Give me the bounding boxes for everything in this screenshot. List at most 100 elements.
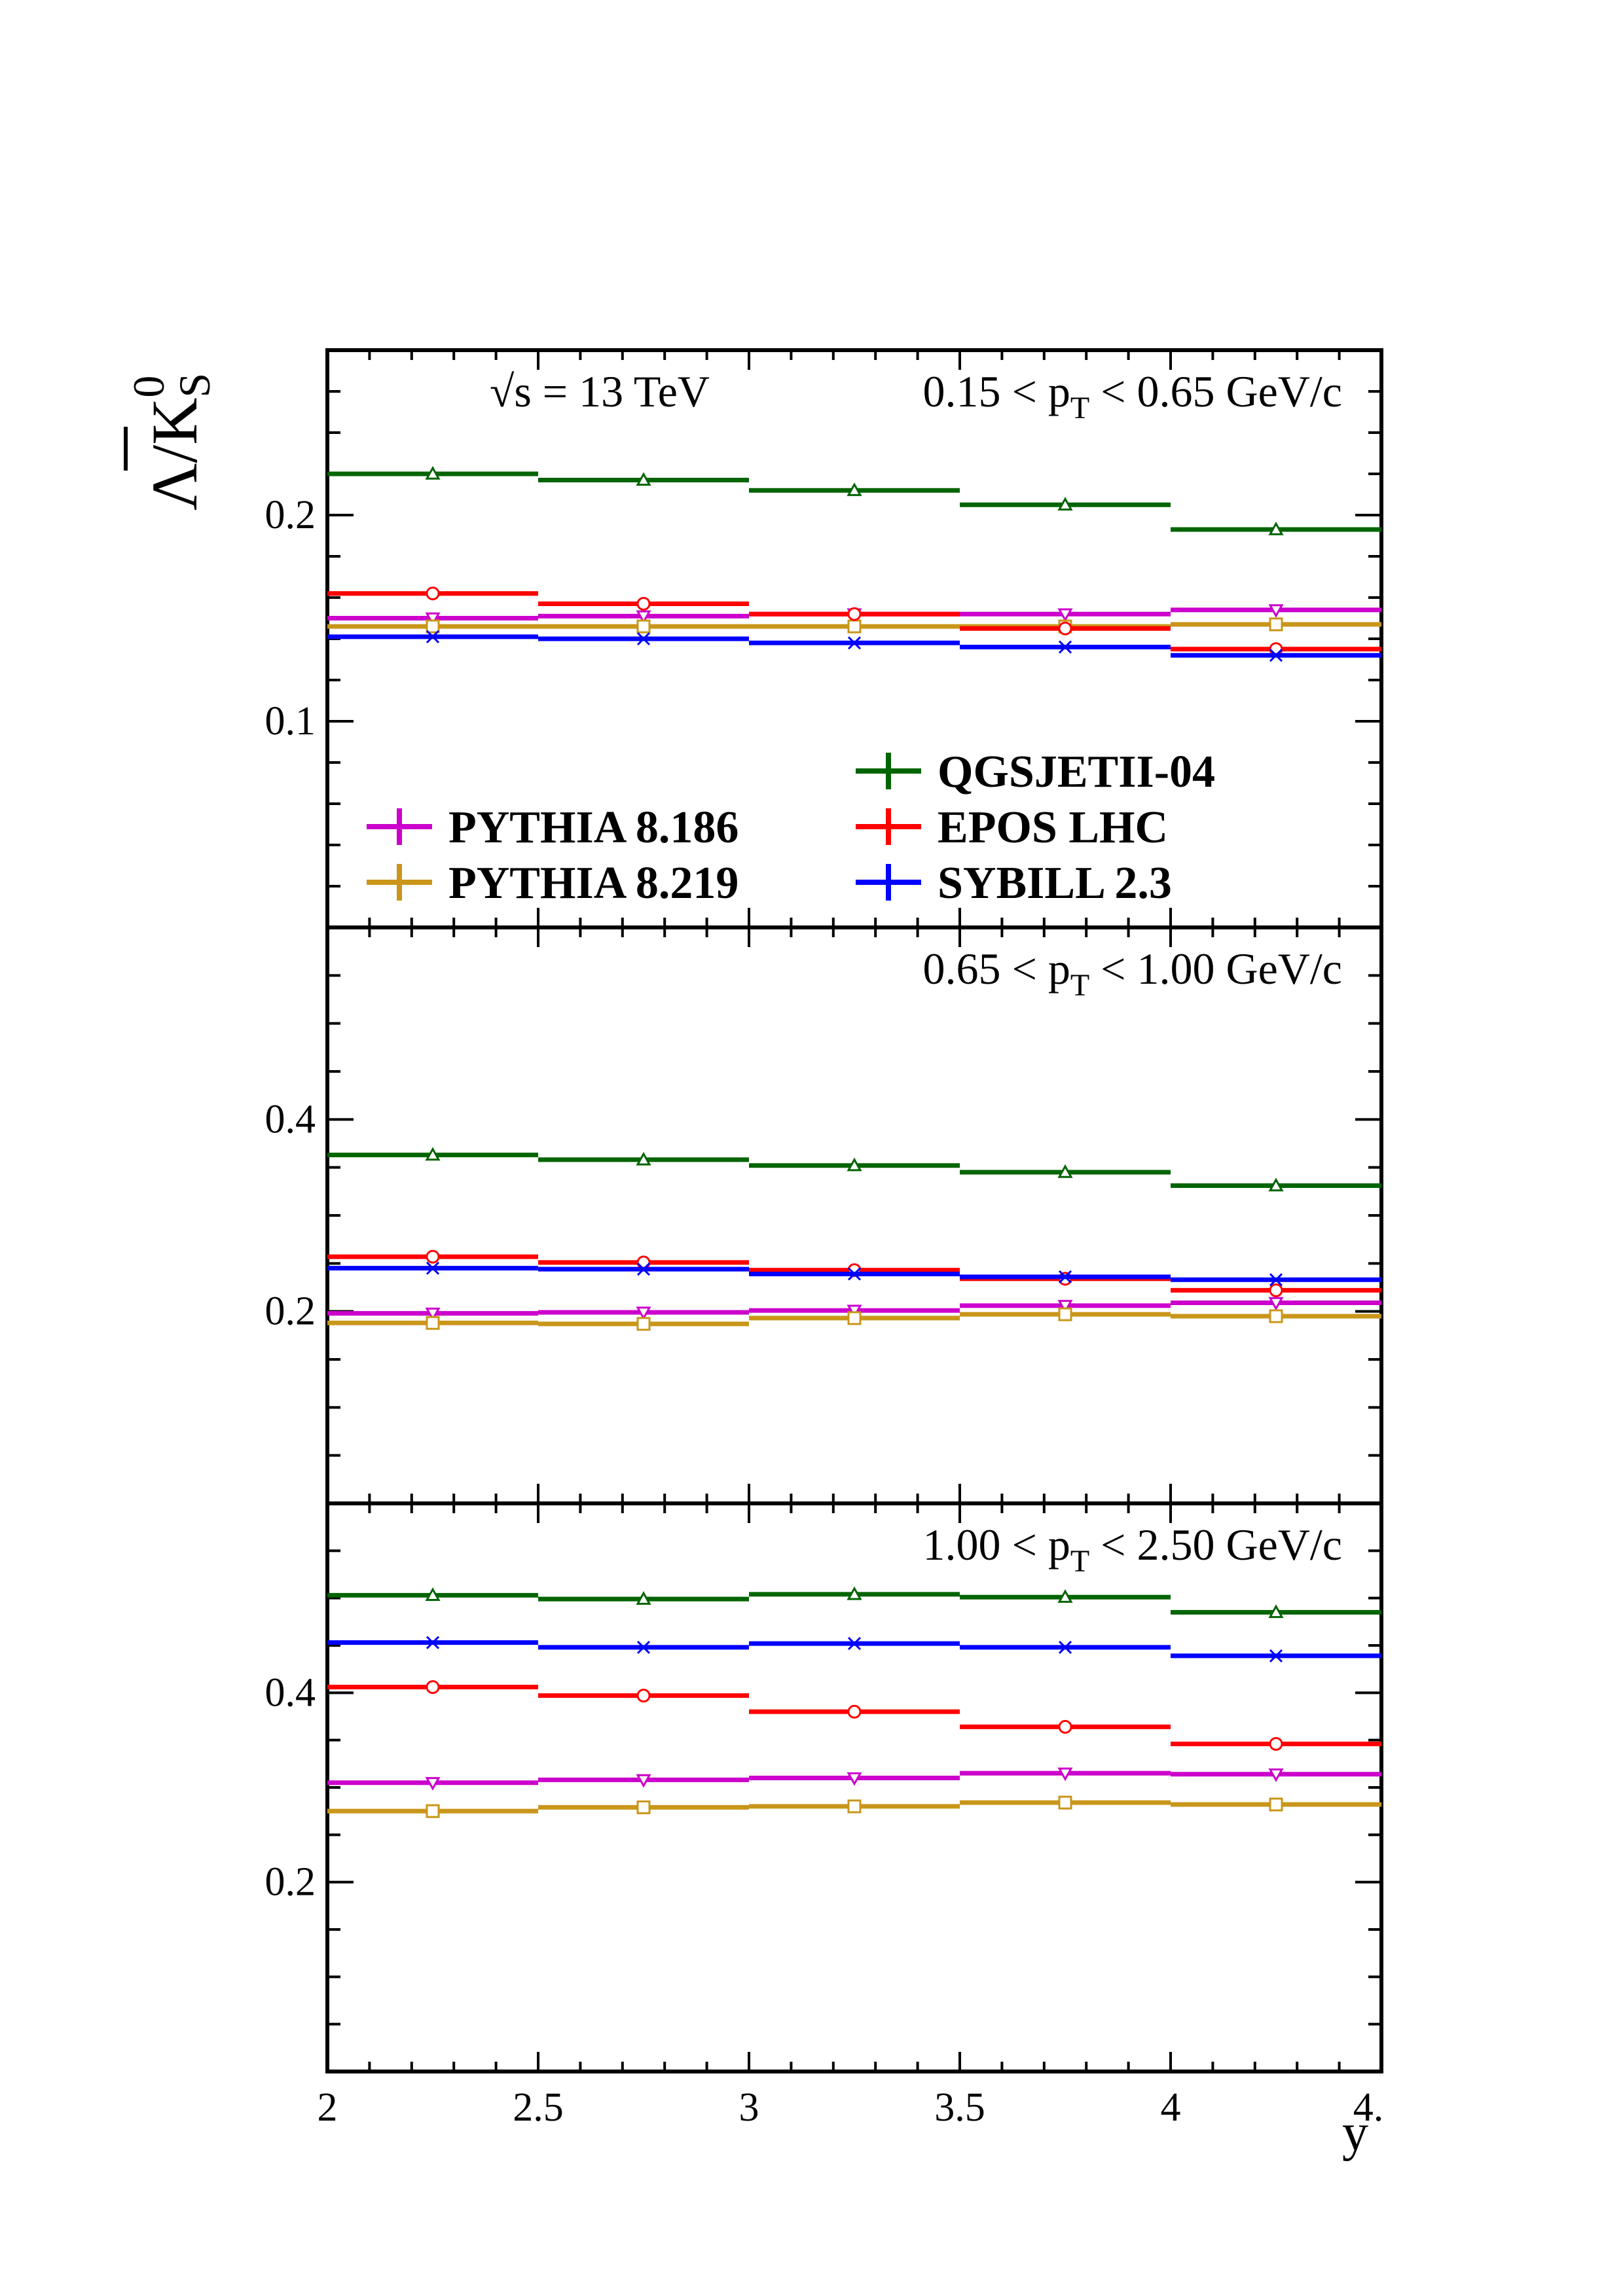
x-tick-label: 4. (1353, 2085, 1384, 2130)
data-point (1269, 1309, 1283, 1323)
data-point (426, 1316, 440, 1330)
x-tick-label: 2 (318, 2085, 338, 2130)
data-point (847, 1799, 862, 1814)
legend-label: EPOS LHC (938, 802, 1168, 853)
data-point (636, 1263, 651, 1276)
data-point (636, 596, 651, 611)
data-point (1268, 1177, 1284, 1192)
data-point (1058, 640, 1072, 654)
data-point (847, 1586, 862, 1600)
legend-label: PYTHIA 8.186 (448, 802, 739, 853)
pt-range-label: 0.15 < pT < 0.65 GeV/c (922, 367, 1342, 425)
data-point (636, 610, 651, 624)
series-pythia-8-186 (327, 1767, 1381, 1791)
data-point (1058, 1307, 1072, 1321)
data-point (847, 1311, 862, 1325)
data-point (425, 1307, 441, 1321)
data-point (426, 1804, 440, 1818)
data-point (426, 1249, 440, 1264)
series-qgsjetii-04 (327, 1586, 1381, 1619)
y-axis-title-sub: S (170, 373, 219, 398)
series-sybill-2-3 (327, 1636, 1381, 1662)
series-epos-lhc (327, 1680, 1381, 1751)
data-point (1269, 1283, 1283, 1297)
y-tick-label: 0.4 (265, 1670, 316, 1715)
data-point (636, 1306, 651, 1321)
data-point (1269, 617, 1283, 632)
data-point (1058, 1640, 1072, 1654)
data-point (847, 1157, 862, 1172)
data-point (1269, 1736, 1283, 1751)
x-tick-label: 3.5 (934, 2085, 985, 2130)
legend-label: PYTHIA 8.219 (448, 858, 739, 908)
data-point (1268, 1604, 1284, 1619)
data-point (636, 619, 651, 634)
data-point (1057, 497, 1073, 511)
data-point (425, 465, 441, 480)
data-point (425, 612, 441, 626)
series-qgsjetii-04 (327, 1147, 1381, 1192)
y-tick-label: 0.1 (265, 699, 316, 744)
panel-1: 0.1 0.2 0.15 < pT < 0.65 GeV/c (265, 348, 1383, 929)
legend-label: QGSJETII-04 (938, 747, 1215, 797)
y-tick-label: 0.4 (265, 1097, 316, 1141)
data-point (1057, 1300, 1073, 1314)
data-point (426, 586, 440, 601)
data-point (847, 607, 862, 621)
legend-entry-pythia-8-186: PYTHIA 8.186 (367, 802, 739, 853)
data-point (426, 630, 440, 643)
data-point (1268, 1768, 1284, 1782)
data-point (1269, 1273, 1283, 1287)
y-axis-title-sup: 0 (124, 376, 173, 398)
data-point (425, 1587, 441, 1602)
data-point (847, 1267, 862, 1281)
series-qgsjetii-04 (327, 465, 1381, 535)
data-point (1269, 649, 1283, 662)
data-point (1268, 521, 1284, 535)
energy-label: √s = 13 TeV (490, 367, 710, 416)
data-point (636, 1800, 651, 1814)
series-pythia-8-186 (327, 1297, 1381, 1321)
data-point (425, 1147, 441, 1161)
data-point (426, 1680, 440, 1695)
data-point (1269, 1649, 1283, 1662)
legend-entry-qgsjetii-04: QGSJETII-04 (856, 747, 1215, 797)
data-point (1057, 1767, 1073, 1782)
panel-2: 0.2 0.4 0.65 < pT < 1.00 GeV/c (265, 925, 1383, 1505)
panel-3: 0.2 0.4 1.00 < pT < 2.50 GeV/c (265, 1501, 1383, 2073)
legend-entry-sybill-2-3: SYBILL 2.3 (856, 858, 1172, 908)
data-point (426, 1261, 440, 1275)
data-point (1057, 1589, 1073, 1603)
data-point (847, 482, 862, 496)
series-pythia-8-219 (327, 1307, 1381, 1331)
y-tick-label: 0.2 (265, 493, 316, 537)
data-point (1268, 604, 1284, 618)
data-point (636, 1151, 651, 1166)
data-point (1268, 1297, 1284, 1311)
data-point (847, 1704, 862, 1719)
panels: 0.1 0.2 0.15 < pT < 0.65 GeV/c 0.2 0.4 0.65 <… (265, 348, 1383, 2073)
y-tick-label: 0.2 (265, 1860, 316, 1905)
series-sybill-2-3 (327, 1261, 1381, 1287)
data-point (847, 1637, 862, 1651)
panel-frame (325, 925, 1383, 1505)
data-point (1058, 621, 1072, 636)
data-point (847, 1304, 862, 1319)
y-axis-title: Λ/KS0 (124, 373, 219, 511)
data-point (636, 1689, 651, 1703)
data-point (636, 1255, 651, 1270)
x-axis-title: y (1342, 2104, 1368, 2162)
data-point (847, 1772, 862, 1786)
series-sybill-2-3 (327, 630, 1381, 662)
pt-range-label: 0.65 < pT < 1.00 GeV/c (922, 944, 1342, 1003)
data-point (847, 619, 862, 634)
data-point (1269, 1797, 1283, 1812)
data-point (426, 1636, 440, 1649)
data-point (1057, 608, 1073, 622)
data-point (636, 632, 651, 646)
data-point (636, 1774, 651, 1788)
y-axis-title-main: Λ/K (138, 397, 211, 511)
data-point (636, 1317, 651, 1331)
